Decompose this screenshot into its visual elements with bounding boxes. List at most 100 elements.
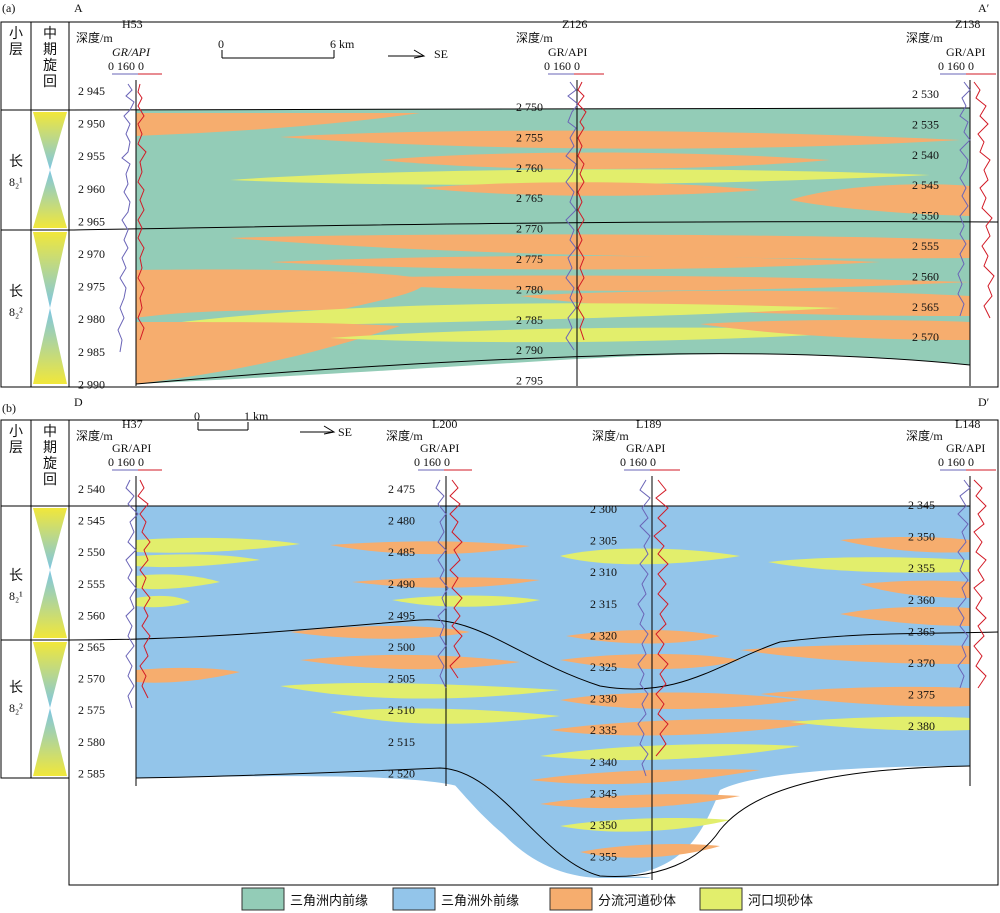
panel-b-mouth-bar-1: [136, 537, 300, 553]
z138-res-curve: [973, 81, 995, 319]
panel-b-layer-lower: 长: [9, 680, 23, 696]
l189-depth-0: 2 300: [590, 502, 617, 516]
l148-log-curves: [957, 476, 987, 786]
h37-depth-6: 2 570: [78, 672, 105, 686]
l200-depth-6: 2 505: [388, 672, 415, 686]
l189-depth-1: 2 305: [590, 534, 617, 548]
z138-depth-3: 2 545: [912, 178, 939, 192]
panel-b-tag: (b): [2, 401, 16, 415]
well-h53-name: H53: [122, 17, 143, 31]
well-z126-name: Z126: [562, 17, 587, 31]
panel-b: (b) D D′ 小层 中期旋回 长 8₂¹ 长 8₂²: [0, 395, 999, 886]
z126-depth-4: 2 770: [516, 222, 543, 236]
h37-depth-2: 2 550: [78, 545, 105, 559]
panel-b-channel-lens-13: [580, 844, 720, 858]
panel-a-depth-headings: 深度/m 深度/m 深度/m: [76, 30, 943, 45]
h53-depth-4: 2 965: [78, 214, 105, 228]
l148-depth-2: 2 355: [908, 561, 935, 575]
panel-a-facies: [136, 108, 970, 384]
z138-gr-curve: [957, 81, 971, 317]
l148-depth-6: 2 375: [908, 688, 935, 702]
l148-depth-1: 2 350: [908, 530, 935, 544]
z126-depth-0: 2 750: [516, 100, 543, 114]
h37-depth-labels: 2 540 2 545 2 550 2 555 2 560 2 565 2 570 2 575…: [78, 482, 105, 780]
panel-b-mouth-bar-8: [560, 548, 740, 565]
panel-a-scale-bar: 0 6 km: [218, 37, 355, 59]
panel-b-channel-lens-9: [560, 692, 800, 709]
panel-a-channel-lens-7: [270, 256, 880, 270]
z126-depth-heading: 深度/m: [516, 30, 553, 45]
panel-b-mouth-bar-12: [790, 716, 970, 731]
panel-b-end-label: D′: [978, 395, 990, 409]
z138-depth-0: 2 530: [912, 87, 939, 101]
h53-depth-1: 2 950: [78, 117, 105, 131]
z126-res-curve: [577, 81, 587, 341]
panel-b-scale-dist: 1 km: [244, 409, 269, 423]
z138-depth-heading: 深度/m: [906, 30, 943, 45]
z138-depth-2: 2 540: [912, 148, 939, 162]
l189-log-curves: [637, 476, 669, 880]
z126-depth-5: 2 775: [516, 252, 543, 266]
z126-gr-curve: [565, 81, 579, 351]
panel-a-main-frame: [68, 21, 999, 388]
z126-log-curves: [565, 80, 587, 386]
l148-depth-heading: 深度/m: [906, 428, 943, 443]
panel-a-mouth-bar-3: [330, 327, 900, 343]
panel-a-channel-lens-10: [520, 290, 970, 316]
panel-b-facies: [136, 506, 970, 878]
h37-depth-heading: 深度/m: [76, 428, 113, 443]
h37-log-curves: [125, 476, 151, 786]
panel-a-tag: (a): [2, 1, 15, 15]
h37-depth-0: 2 540: [78, 482, 105, 496]
panel-b-channel-lens-4: [290, 626, 470, 639]
panel-b-channel-lens-12: [540, 794, 740, 809]
z138-depth-8: 2 570: [912, 330, 939, 344]
panel-a-channel-lens-6: [230, 234, 970, 259]
panel-b-scale-bar: 0 1 km: [194, 409, 269, 431]
h53-curve-scale: 0 160 0: [108, 59, 144, 73]
panel-a-cycle-lower-top: [33, 232, 67, 308]
z126-depth-3: 2 765: [516, 191, 543, 205]
z126-depth-1: 2 755: [516, 130, 543, 144]
panel-a-channel-lens-12: [700, 320, 970, 340]
z126-curve-scale: 0 160 0: [544, 59, 580, 73]
l189-depth-11: 2 355: [590, 850, 617, 864]
legend-swatch-2: [549, 887, 593, 911]
panel-a-scale-zero: 0: [218, 37, 224, 51]
panel-b-scale-zero: 0: [194, 409, 200, 423]
panel-a-cycle-upper-top: [33, 112, 67, 170]
panel-a-end-label: A′: [978, 1, 990, 15]
z126-depth-9: 2 795: [516, 374, 543, 388]
legend-swatch-0: [241, 887, 285, 911]
h53-depth-9: 2 990: [78, 377, 105, 391]
l200-depth-0: 2 475: [388, 482, 415, 496]
h53-depth-7: 2 980: [78, 312, 105, 326]
panel-a-channel-lens-4: [420, 182, 760, 196]
panel-b-depth-headings: 深度/m 深度/m 深度/m 深度/m: [76, 428, 943, 443]
panel-b-channel-lens-8: [560, 654, 740, 669]
panel-b-small-layer-header: 小层: [9, 424, 23, 456]
l200-log-curves: [435, 476, 463, 786]
panel-b-channel-lens-16: [740, 644, 970, 664]
panel-b-mouth-bar-5: [392, 595, 540, 607]
panel-a-direction-label: SE: [434, 47, 448, 61]
panel-a-curve-headings: GR/API GR/API GR/API 0 160 0 0 160 0 0 1…: [108, 45, 996, 75]
h53-depth-2: 2 955: [78, 149, 105, 163]
z138-depth-1: 2 535: [912, 117, 939, 131]
legend-swatch-1: [392, 887, 436, 911]
panel-b-mouth-bar-7: [330, 708, 560, 724]
l200-depth-4: 2 495: [388, 608, 415, 622]
z138-depth-4: 2 550: [912, 209, 939, 223]
panel-a-layer-lower-sub: 8₂²: [9, 305, 23, 319]
panel-b-layer-lower-sub: 8₂²: [9, 701, 23, 715]
panel-a-channel-lens-3: [380, 152, 830, 169]
panel-b-cycle-lower-top: [33, 642, 67, 708]
panel-a-channel-lens-1: [136, 113, 420, 136]
panel-a-layer-upper-sub: 8₂¹: [9, 175, 23, 189]
l189-depth-8: 2 340: [590, 755, 617, 769]
panel-a-mouth-bar-1: [230, 169, 930, 185]
panel-b-channel-lens-7: [566, 630, 720, 644]
panel-a-mouth-bar-2: [150, 303, 840, 326]
legend: 三角洲内前缘 三角洲外前缘 分流河道砂体 河口坝砂体: [241, 887, 813, 911]
